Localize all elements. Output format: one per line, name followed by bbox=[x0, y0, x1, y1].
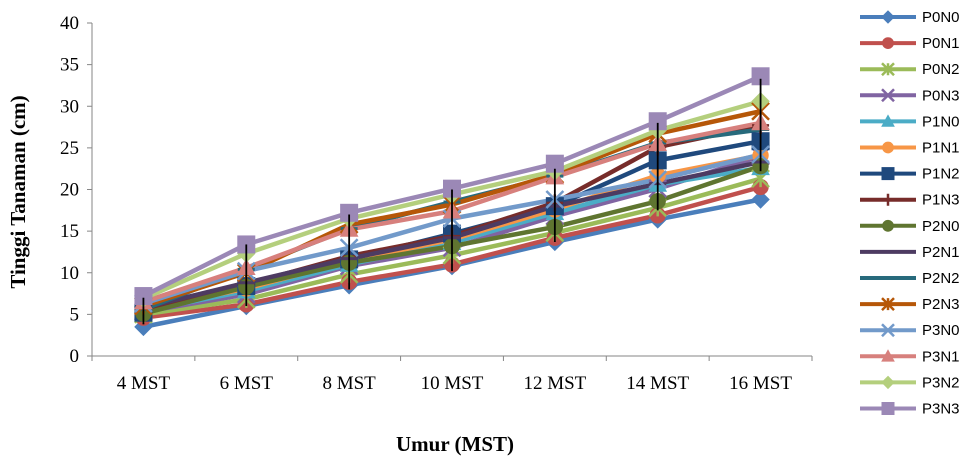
legend-item-p0n2: P0N2 bbox=[860, 61, 960, 78]
legend-label: P2N2 bbox=[922, 270, 960, 287]
legend-label: P0N2 bbox=[922, 61, 960, 78]
legend-label: P2N3 bbox=[922, 296, 960, 313]
legend-marker bbox=[882, 11, 894, 23]
legend-label: P1N0 bbox=[922, 113, 960, 130]
y-tick-label: 35 bbox=[60, 55, 79, 76]
legend-item-p3n3: P3N3 bbox=[860, 401, 960, 418]
legend-item-p3n1: P3N1 bbox=[860, 348, 960, 365]
y-tick-label: 0 bbox=[70, 346, 80, 367]
y-tick-label: 5 bbox=[70, 304, 80, 325]
y-tick-label: 40 bbox=[60, 13, 79, 34]
legend-label: P0N3 bbox=[922, 87, 960, 104]
legend-item-p3n2: P3N2 bbox=[860, 374, 960, 391]
x-tick-label: 4 MST bbox=[117, 373, 171, 394]
legend-marker bbox=[883, 38, 894, 49]
x-tick-label: 8 MST bbox=[322, 373, 376, 394]
legend: P0N0 P0N1 P0N2 P0N3 P1N0 P1N1 P1N2 P1N3 P2N0 P2N1… bbox=[860, 9, 960, 418]
x-tick-label: 14 MST bbox=[626, 373, 689, 394]
legend-marker bbox=[882, 376, 894, 388]
x-tick-label: 12 MST bbox=[523, 373, 586, 394]
legend-item-p1n2: P1N2 bbox=[860, 166, 960, 183]
x-tick-label: 10 MST bbox=[421, 373, 484, 394]
x-tick-label: 6 MST bbox=[220, 373, 274, 394]
legend-label: P1N1 bbox=[922, 140, 960, 157]
legend-label: P3N3 bbox=[922, 401, 960, 418]
legend-item-p2n3: P2N3 bbox=[860, 296, 960, 313]
legend-item-p1n1: P1N1 bbox=[860, 140, 960, 157]
y-tick-label: 30 bbox=[60, 96, 79, 117]
legend-marker bbox=[883, 142, 894, 153]
legend-marker bbox=[882, 403, 894, 415]
legend-label: P1N2 bbox=[922, 166, 960, 183]
legend-item-p2n0: P2N0 bbox=[860, 218, 960, 235]
y-tick-label: 10 bbox=[60, 263, 79, 284]
y-axis-title: Tinggi Tanaman (cm) bbox=[6, 95, 30, 288]
legend-label: P0N1 bbox=[922, 35, 960, 52]
x-axis-ticks: 4 MST 6 MST 8 MST 10 MST 12 MST 14 MST 16 MST bbox=[92, 356, 812, 394]
legend-item-p0n1: P0N1 bbox=[860, 35, 960, 52]
legend-item-p3n0: P3N0 bbox=[860, 322, 960, 339]
legend-label: P0N0 bbox=[922, 9, 960, 26]
legend-item-p1n0: P1N0 bbox=[860, 113, 960, 130]
legend-item-p1n3: P1N3 bbox=[860, 192, 960, 209]
legend-marker bbox=[883, 220, 894, 231]
legend-item-p2n2: P2N2 bbox=[860, 270, 960, 287]
legend-label: P2N0 bbox=[922, 218, 960, 235]
legend-marker bbox=[882, 194, 894, 206]
legend-marker bbox=[882, 168, 894, 180]
y-axis-ticks: 0 5 10 15 20 25 30 35 40 bbox=[60, 13, 92, 367]
x-tick-label: 16 MST bbox=[729, 373, 792, 394]
y-tick-label: 20 bbox=[60, 180, 79, 201]
legend-label: P3N1 bbox=[922, 348, 960, 365]
x-axis-title: Umur (MST) bbox=[396, 432, 514, 456]
legend-item-p2n1: P2N1 bbox=[860, 244, 960, 261]
legend-label: P3N0 bbox=[922, 322, 960, 339]
y-tick-label: 15 bbox=[60, 221, 79, 242]
legend-label: P3N2 bbox=[922, 374, 960, 391]
legend-label: P1N3 bbox=[922, 192, 960, 209]
legend-label: P2N1 bbox=[922, 244, 960, 261]
legend-item-p0n3: P0N3 bbox=[860, 87, 960, 104]
y-tick-label: 25 bbox=[60, 138, 79, 159]
legend-item-p0n0: P0N0 bbox=[860, 9, 960, 26]
